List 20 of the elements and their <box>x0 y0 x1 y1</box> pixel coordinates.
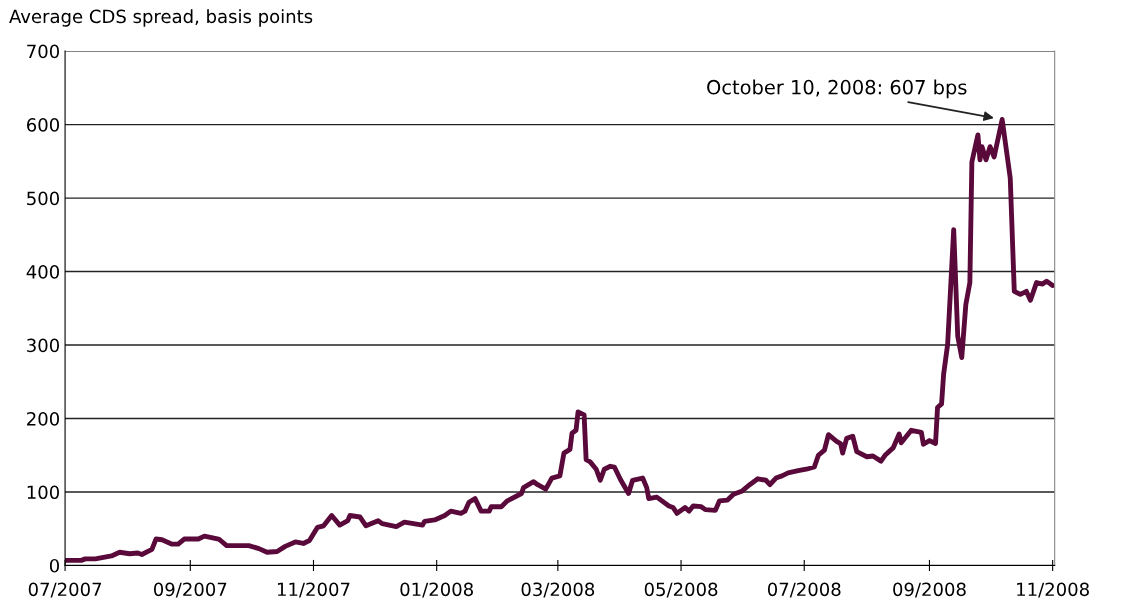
y-axis-title: Average CDS spread, basis points <box>9 9 313 27</box>
line-series <box>65 117 1055 563</box>
annotation: October 10, 2008: 607 bps <box>707 79 967 99</box>
y-tick-label: 600 <box>27 118 60 132</box>
y-tick-label: 100 <box>27 485 60 500</box>
x-tick-label: 07/2008 <box>767 582 841 598</box>
y-tick-label: 500 <box>27 191 60 206</box>
x-tick-label: 07/2007 <box>28 582 102 598</box>
x-tick-label: 05/2008 <box>644 582 718 598</box>
x-tick-label: 11/2007 <box>277 582 350 598</box>
x-tick-label: 11/2008 <box>1017 582 1089 598</box>
y-tick-label: 300 <box>27 338 60 353</box>
x-tick-label: 03/2008 <box>521 582 595 598</box>
y-tick-label: 700 <box>27 44 60 59</box>
y-tick-label: 400 <box>26 265 60 279</box>
x-tick-label: 09/2007 <box>153 582 227 598</box>
y-tick-label: 200 <box>27 411 60 426</box>
x-tick-label: 09/2008 <box>893 582 966 598</box>
x-tick-label: 01/2008 <box>400 582 473 598</box>
y-tick-label: 0 <box>49 558 60 573</box>
